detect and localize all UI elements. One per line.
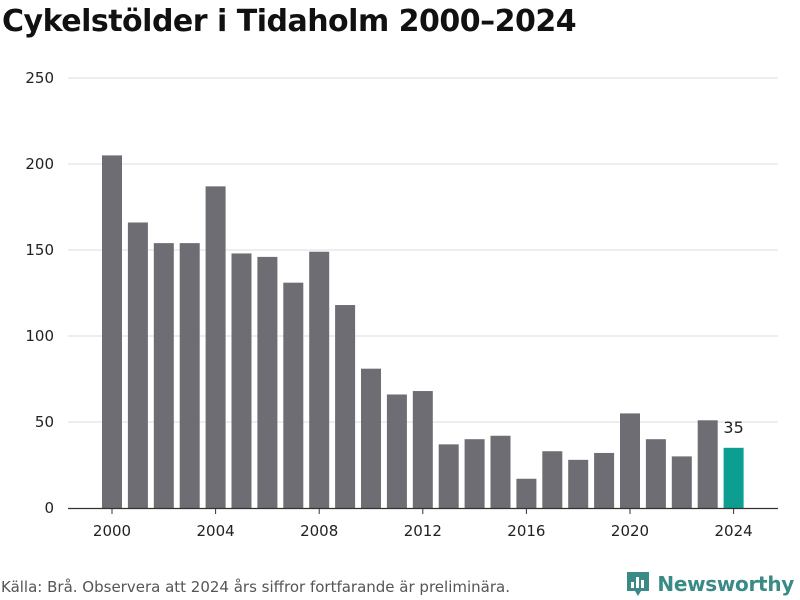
y-tick-label: 0 — [44, 499, 54, 517]
bar-2011 — [386, 394, 407, 508]
y-tick-label: 200 — [25, 155, 54, 173]
x-tick-label: 2020 — [611, 522, 649, 540]
bar-2005 — [231, 253, 252, 508]
bar-2004 — [205, 186, 226, 509]
x-tick-label: 2004 — [197, 522, 235, 540]
x-tick-label: 2024 — [715, 522, 753, 540]
bar-2020 — [620, 413, 640, 508]
bar-2012 — [412, 391, 433, 508]
bar-2002 — [153, 243, 174, 508]
bar-2021 — [645, 439, 666, 508]
bar-2000 — [102, 155, 122, 508]
brand-name: Newsworthy — [657, 572, 794, 596]
bar-2018 — [568, 459, 589, 508]
bar-2024 — [723, 447, 744, 508]
bar-2003 — [179, 243, 200, 508]
newsworthy-logo-icon — [627, 572, 650, 596]
bar-2015 — [490, 435, 511, 508]
y-tick-label: 250 — [25, 69, 54, 87]
bar-2013 — [438, 444, 459, 508]
bar-2016 — [516, 478, 537, 508]
x-tick-label: 2012 — [404, 522, 442, 540]
bar-2017 — [542, 451, 563, 508]
bar-2019 — [594, 452, 615, 508]
bar-2009 — [335, 305, 356, 508]
x-tick-label: 2016 — [507, 522, 545, 540]
x-tick-label: 2008 — [300, 522, 338, 540]
y-tick-label: 150 — [25, 241, 54, 259]
brand-logo[interactable]: Newsworthy — [625, 570, 794, 598]
source-note: Källa: Brå. Observera att 2024 års siffr… — [1, 578, 510, 596]
bar-2006 — [257, 256, 278, 508]
bar-2022 — [671, 456, 692, 508]
chart-title: Cykelstölder i Tidaholm 2000–2024 — [2, 4, 577, 39]
bar-2001 — [127, 222, 148, 509]
bar-2010 — [361, 368, 381, 508]
bar-2008 — [309, 251, 330, 508]
bar-2023 — [697, 420, 718, 508]
y-tick-label: 50 — [35, 413, 54, 431]
data-label-2024: 35 — [723, 418, 743, 437]
x-tick-label: 2000 — [93, 522, 131, 540]
bar-2007 — [283, 282, 304, 508]
y-tick-label: 100 — [25, 327, 54, 345]
bar-2014 — [464, 439, 485, 508]
